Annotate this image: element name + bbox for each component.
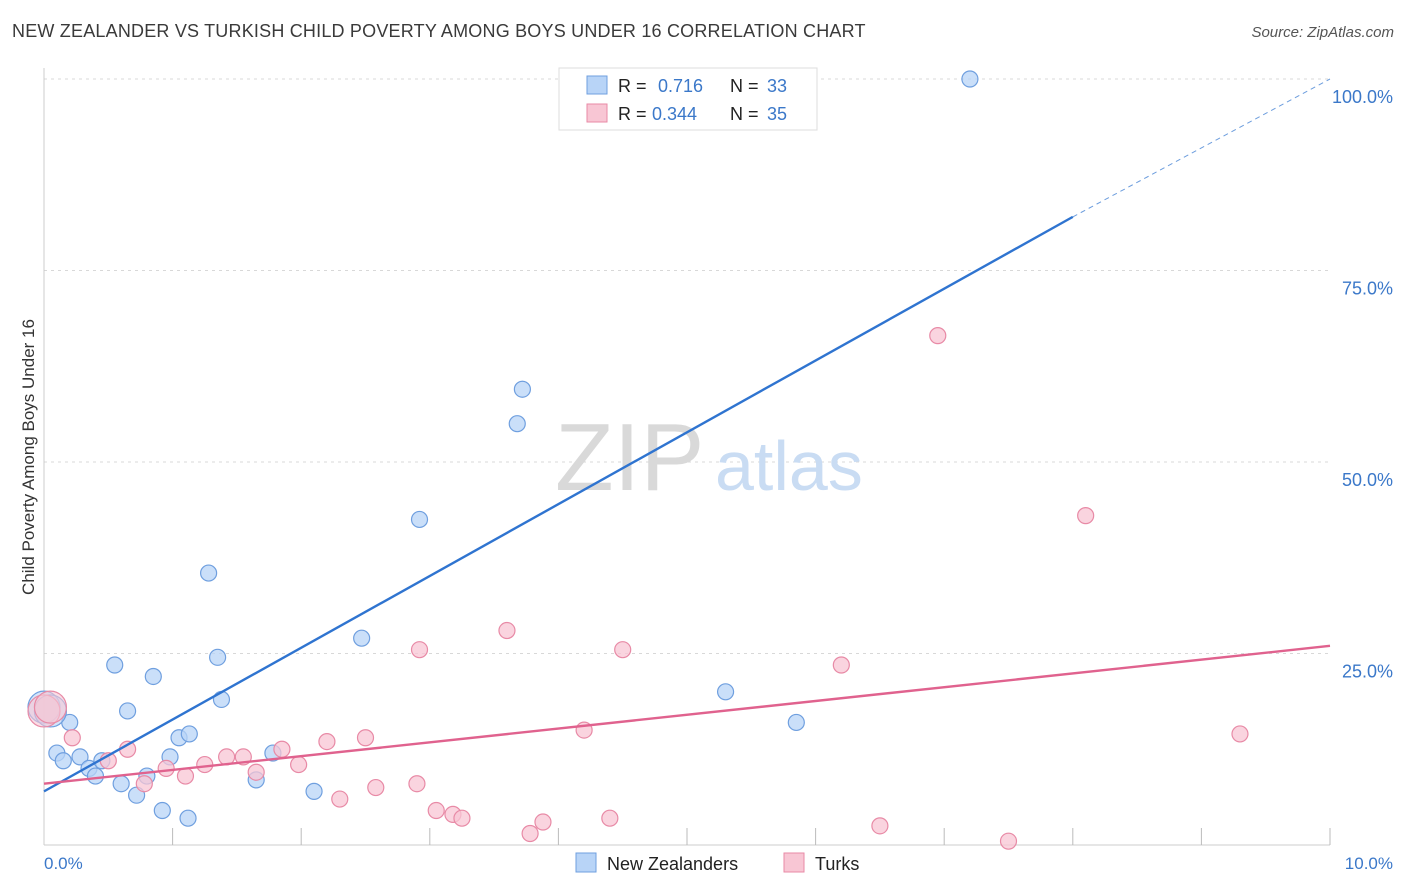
turks-point — [33, 690, 68, 724]
watermark-zip: ZIP — [555, 404, 704, 511]
nz-trend-extension — [1072, 78, 1331, 218]
turks-point — [157, 759, 175, 778]
y-tick-label-2: 75.0% — [1342, 279, 1393, 299]
turks-point — [871, 817, 889, 835]
bottom-legend-label-nz: New Zealanders — [607, 854, 738, 874]
nz-point — [144, 667, 162, 686]
y-tick-label-1: 50.0% — [1342, 470, 1393, 490]
turks-point — [832, 656, 850, 674]
turks-point — [331, 790, 349, 808]
turks-point — [929, 327, 947, 345]
bottom-legend-swatch-nz — [575, 852, 597, 873]
turks-point — [408, 775, 426, 793]
turks-point — [318, 732, 336, 751]
nz-point — [209, 648, 227, 666]
y-tick-labels: 25.0% 50.0% 75.0% 100.0% — [1332, 87, 1393, 682]
turks-point — [521, 824, 539, 843]
nz-trend-line — [43, 215, 1074, 793]
nz-point — [153, 801, 171, 820]
x-axis-ticks — [172, 828, 1331, 845]
nz-point — [86, 767, 105, 785]
nz-point — [508, 415, 526, 433]
nz-point — [200, 564, 218, 582]
legend-n-value-nz: 33 — [767, 76, 787, 96]
chart-title: NEW ZEALANDER VS TURKISH CHILD POVERTY A… — [12, 21, 866, 41]
nz-point — [716, 683, 735, 701]
turks-point — [273, 740, 291, 758]
turks-point — [135, 775, 153, 793]
legend-swatch-turks — [586, 103, 608, 123]
legend-r-value-nz: 0.716 — [658, 76, 703, 96]
trend-lines — [43, 78, 1331, 793]
turks-point — [601, 809, 619, 827]
bottom-legend-swatch-turks — [783, 852, 805, 873]
y-tick-label-0: 25.0% — [1342, 662, 1393, 682]
turks-point — [453, 809, 471, 827]
turks-point — [498, 621, 516, 640]
turks-point — [176, 767, 195, 785]
turks-trend-line — [43, 644, 1331, 785]
turks-point — [614, 641, 632, 659]
legend-r-label-turks: R = — [618, 104, 647, 124]
legend-n-label-turks: N = — [730, 104, 759, 124]
watermark-atlas: atlas — [715, 427, 863, 505]
legend-n-value-turks: 35 — [767, 104, 787, 124]
turks-point — [356, 729, 375, 747]
nz-point — [112, 775, 130, 793]
legend-r-value-turks: 0.344 — [652, 104, 697, 124]
nz-point — [305, 782, 323, 800]
turks-point — [427, 801, 445, 820]
x-tick-label-max: 10.0% — [1345, 854, 1393, 873]
turks-point — [534, 813, 552, 831]
legend-n-label-nz: N = — [730, 76, 759, 96]
turks-point — [1231, 725, 1249, 743]
bottom-legend-label-turks: Turks — [815, 854, 859, 874]
nz-point — [118, 702, 137, 720]
nz-point — [961, 70, 979, 88]
turks-point — [999, 832, 1018, 850]
turks-point — [63, 729, 81, 747]
y-axis-label: Child Poverty Among Boys Under 16 — [19, 319, 38, 595]
nz-point — [71, 748, 89, 766]
turks-point — [410, 641, 429, 659]
stats-legend: R = 0.716 N = 33 R = 0.344 N = 35 — [558, 67, 818, 131]
nz-point — [54, 752, 72, 770]
nz-point — [212, 690, 231, 709]
turks-point — [367, 778, 385, 797]
nz-point — [513, 380, 531, 398]
nz-point — [106, 656, 124, 674]
nz-point — [179, 809, 197, 827]
turks-point — [1077, 507, 1095, 525]
nz-point — [180, 725, 198, 743]
y-tick-label-3: 100.0% — [1332, 87, 1393, 107]
nz-point — [787, 713, 805, 732]
legend-r-label-nz: R = — [618, 76, 647, 96]
turks-point — [247, 763, 265, 781]
turks-point — [196, 755, 214, 774]
source-label: Source: ZipAtlas.com — [1251, 24, 1394, 41]
nz-point — [410, 510, 429, 529]
turks-point — [290, 755, 308, 774]
series-legend: New Zealanders Turks — [575, 852, 859, 874]
legend-swatch-nz — [586, 75, 608, 95]
nz-point — [353, 629, 371, 647]
x-tick-label-min: 0.0% — [44, 854, 83, 873]
